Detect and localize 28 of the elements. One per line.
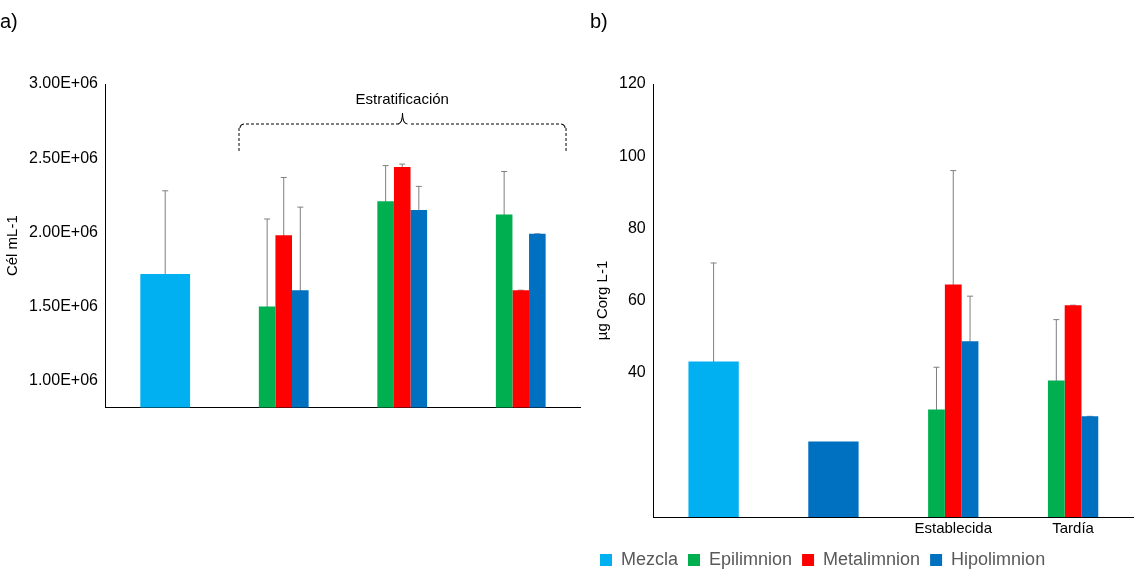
y-axis-title: µg Corg L-1: [593, 260, 611, 341]
legend-label: Metalimnion: [823, 548, 921, 569]
x-tick-label: Establecida: [914, 519, 993, 537]
bar: [961, 341, 979, 517]
x-tick-label: Tardía: [1052, 519, 1095, 537]
y-tick-label: 80: [627, 218, 646, 236]
bar: [688, 361, 739, 517]
bar: [928, 409, 945, 517]
y-tick-label: 1.50E+06: [29, 296, 99, 314]
bar: [944, 284, 962, 517]
y-axis-title: Cél mL-1: [3, 215, 21, 277]
y-tick-label: 2.00E+06: [29, 222, 99, 240]
annotation: Estratificación: [355, 90, 449, 107]
legend-label: Epilimnion: [709, 548, 793, 569]
y-tick-label: 2.50E+06: [29, 148, 99, 166]
y-tick-label: 40: [627, 363, 646, 381]
bar: [1081, 416, 1099, 517]
y-tick-label: 3.00E+06: [29, 74, 99, 92]
legend-label: Hipolimnion: [951, 548, 1046, 569]
legend-label: Mezcla: [621, 548, 679, 569]
y-tick-label: 120: [618, 74, 646, 92]
chart-title: b): [590, 9, 608, 32]
bar: [1047, 380, 1065, 517]
chart-title: a): [0, 9, 18, 32]
y-tick-label: 1.00E+06: [29, 371, 99, 389]
bar: [1064, 305, 1082, 517]
y-tick-label: 100: [618, 146, 646, 164]
y-tick-label: 60: [627, 290, 646, 308]
